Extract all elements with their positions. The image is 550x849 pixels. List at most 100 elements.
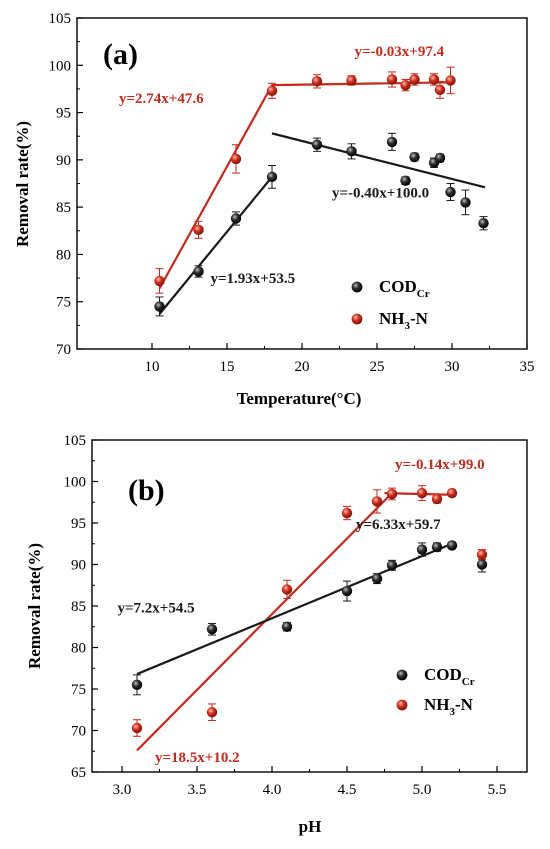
x-tick-label: 4.5 xyxy=(338,782,357,798)
legend-item-nh3: NH3-N xyxy=(351,309,429,332)
data-point-nh3 xyxy=(400,79,411,91)
y-axis-title: Removal rate(%) xyxy=(25,543,44,669)
data-point-nh3 xyxy=(311,76,323,87)
series-cod xyxy=(131,540,488,696)
data-point-nh3 xyxy=(281,584,293,595)
data-point-nh3 xyxy=(428,74,440,85)
data-point-cod xyxy=(416,544,428,555)
fit-equation: y=7.2x+54.5 xyxy=(118,601,195,617)
y-tick-label: 80 xyxy=(71,641,86,657)
data-point-cod xyxy=(478,218,489,229)
data-point-nh3 xyxy=(409,74,420,85)
data-point-cod xyxy=(341,585,353,597)
data-point-nh3 xyxy=(341,507,353,519)
legend-label: CODCr xyxy=(424,665,475,688)
y-tick-label: 90 xyxy=(71,558,86,574)
data-point-cod xyxy=(476,559,488,570)
legend-marker xyxy=(351,281,363,293)
data-point-cod xyxy=(445,186,456,198)
data-point-cod xyxy=(446,540,458,551)
fit-equation: y=2.74x+47.6 xyxy=(119,91,204,107)
series-nh3 xyxy=(131,485,488,737)
data-point-nh3 xyxy=(206,707,218,718)
data-point-nh3 xyxy=(154,275,165,287)
chart-panel-b: 3.0 3.5 4.0 4.5 5.0 5.5 65 70 75 80 85 90 95 100 105 pH… xyxy=(25,433,528,836)
data-point-nh3 xyxy=(416,487,428,499)
data-point-nh3 xyxy=(431,493,443,505)
y-tick-label: 100 xyxy=(49,58,72,74)
x-tick-label: 35 xyxy=(520,359,535,375)
y-tick-label: 100 xyxy=(64,475,87,491)
fit-line-cod xyxy=(158,176,273,315)
legend-label-main: COD xyxy=(424,665,462,684)
legend-label-main: NH xyxy=(379,309,405,328)
y-tick-label: 105 xyxy=(49,11,72,27)
data-point-nh3 xyxy=(476,549,488,560)
legend-label-main: NH xyxy=(424,695,450,714)
fit-line-nh3 xyxy=(271,81,453,87)
data-point-cod xyxy=(400,175,411,186)
data-point-nh3 xyxy=(193,224,204,236)
data-point-cod xyxy=(281,621,293,632)
fit-line-cod xyxy=(271,132,486,189)
y-tick-label: 70 xyxy=(56,342,71,358)
data-point-cod xyxy=(193,266,204,277)
data-point-cod xyxy=(131,679,143,691)
y-tick-label: 95 xyxy=(71,516,86,532)
x-tick-label: 30 xyxy=(445,359,460,375)
legend-label-sub: 3 xyxy=(405,320,411,332)
x-tick-label: 15 xyxy=(220,359,235,375)
x-tick-label: 5.0 xyxy=(413,782,432,798)
data-point-nh3 xyxy=(386,74,398,85)
legend-marker xyxy=(396,669,408,681)
y-tick-label: 65 xyxy=(71,765,86,781)
fit-equation: y=1.93x+53.5 xyxy=(211,271,296,287)
x-tick-label: 3.5 xyxy=(188,782,207,798)
x-tick-label: 25 xyxy=(370,359,385,375)
y-axis-title: Removal rate(%) xyxy=(13,121,32,247)
legend-label: NH3-N xyxy=(379,309,429,332)
x-tick-label: 5.5 xyxy=(488,782,507,798)
panel-label: (a) xyxy=(103,38,138,71)
y-tick-label: 80 xyxy=(56,247,71,263)
data-point-cod xyxy=(206,624,218,635)
fit-equation: y=-0.03x+97.4 xyxy=(355,44,445,60)
y-tick-label: 85 xyxy=(56,200,71,216)
fit-equation: y=18.5x+10.2 xyxy=(155,750,240,766)
data-point-nh3 xyxy=(346,75,357,86)
legend-marker xyxy=(396,699,408,711)
y-tick-label: 90 xyxy=(56,153,71,169)
data-point-nh3 xyxy=(446,487,458,499)
legend-label-tail: -N xyxy=(455,695,474,714)
legend-label-sub: 3 xyxy=(450,706,456,718)
data-point-nh3 xyxy=(445,75,456,86)
data-point-cod xyxy=(230,213,242,224)
legend-label: NH3-N xyxy=(424,695,474,718)
x-axis-title: pH xyxy=(299,817,322,836)
data-point-nh3 xyxy=(131,722,143,734)
y-tick-label: 75 xyxy=(56,295,71,311)
data-point-nh3 xyxy=(266,85,278,97)
data-point-nh3 xyxy=(230,153,242,165)
x-tick-label: 20 xyxy=(295,359,310,375)
chart-panel-a: 10 15 20 25 30 35 70 75 80 85 90 95 100 105 Temperatur… xyxy=(13,11,535,408)
fit-line-nh3 xyxy=(158,84,273,290)
legend-label-main: COD xyxy=(379,277,417,296)
y-tick-label: 85 xyxy=(71,599,86,615)
data-point-nh3 xyxy=(434,84,446,96)
data-point-nh3 xyxy=(386,488,398,500)
data-point-cod xyxy=(266,171,278,183)
plot-frame xyxy=(76,17,528,350)
legend-marker xyxy=(351,313,363,325)
fit-line-cod xyxy=(136,542,453,676)
fit-equation: y=-0.14x+99.0 xyxy=(395,457,485,473)
data-point-cod xyxy=(346,146,357,157)
data-point-cod xyxy=(386,560,398,571)
legend-label: CODCr xyxy=(379,277,430,300)
legend-item-cod: CODCr xyxy=(351,277,430,300)
x-tick-label: 3.0 xyxy=(113,782,132,798)
data-point-nh3 xyxy=(371,496,383,507)
x-axis-title: Temperature(°C) xyxy=(237,389,362,408)
